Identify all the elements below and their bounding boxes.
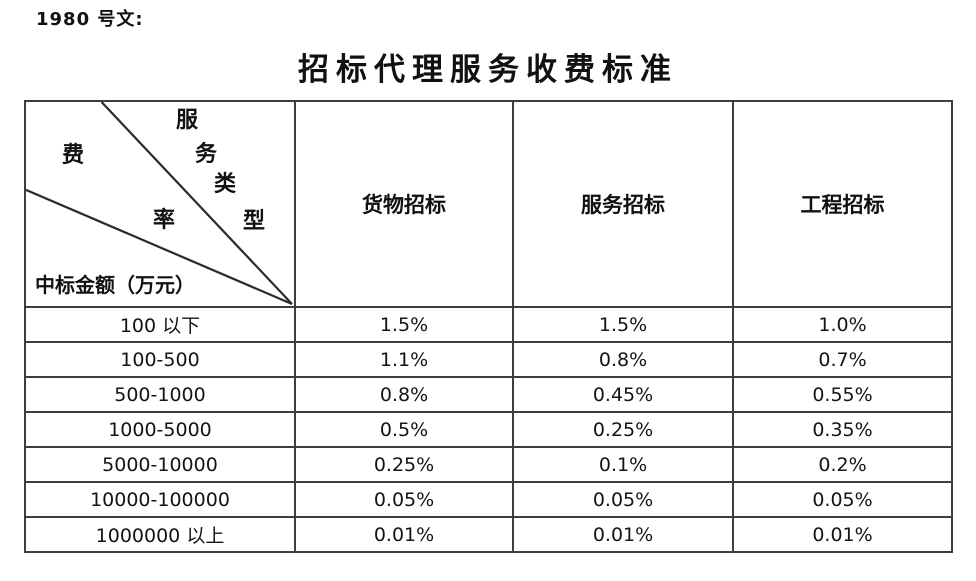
column-header-goods: 货物招标	[294, 100, 514, 308]
corner-service-type-char-1: 服	[176, 107, 199, 133]
table-row: 10000-100000 0.05% 0.05% 0.05%	[24, 481, 953, 518]
fee-value-cell: 0.25%	[294, 446, 514, 483]
fee-value-cell: 0.01%	[732, 516, 953, 553]
row-amount-cell: 100 以下	[24, 306, 296, 343]
fee-value-cell: 0.35%	[732, 411, 953, 448]
corner-amount-axis-label: 中标金额（万元）	[35, 273, 195, 297]
page-title: 招标代理服务收费标准	[298, 52, 678, 88]
fee-value-cell: 0.2%	[732, 446, 953, 483]
diagonal-line-lower	[27, 189, 293, 305]
diagonal-line-upper	[100, 103, 293, 305]
corner-service-type-char-4: 型	[243, 208, 266, 234]
column-header-engineering: 工程招标	[732, 100, 953, 308]
table-row: 100 以下 1.5% 1.5% 1.0%	[24, 306, 953, 343]
fee-value-cell: 0.45%	[512, 376, 734, 413]
row-amount-cell: 5000-10000	[24, 446, 296, 483]
table-row: 500-1000 0.8% 0.45% 0.55%	[24, 376, 953, 413]
table-header-row: 费 率 服 务 类 型 中标金额（万元） 货物招标 服务招标 工程招标	[24, 100, 953, 308]
fee-value-cell: 1.5%	[294, 306, 514, 343]
fee-value-cell: 1.0%	[732, 306, 953, 343]
fee-value-cell: 0.8%	[512, 341, 734, 378]
row-amount-cell: 500-1000	[24, 376, 296, 413]
fee-value-cell: 0.01%	[512, 516, 734, 553]
table-row: 1000-5000 0.5% 0.25% 0.35%	[24, 411, 953, 448]
fee-value-cell: 0.5%	[294, 411, 514, 448]
fee-value-cell: 0.05%	[732, 481, 953, 518]
fee-value-cell: 0.25%	[512, 411, 734, 448]
fee-value-cell: 0.55%	[732, 376, 953, 413]
corner-service-type-char-2: 务	[195, 141, 218, 167]
row-amount-cell: 10000-100000	[24, 481, 296, 518]
fee-value-cell: 1.1%	[294, 341, 514, 378]
fee-table: 费 率 服 务 类 型 中标金额（万元） 货物招标 服务招标 工程招标 100 …	[24, 100, 953, 553]
table-corner-cell: 费 率 服 务 类 型 中标金额（万元）	[24, 100, 296, 308]
corner-diagonal-lines	[27, 103, 293, 305]
fee-value-cell: 1.5%	[512, 306, 734, 343]
fee-value-cell: 0.05%	[512, 481, 734, 518]
row-amount-cell: 1000000 以上	[24, 516, 296, 553]
corner-service-type-char-3: 类	[214, 171, 237, 197]
fee-value-cell: 0.1%	[512, 446, 734, 483]
row-amount-cell: 1000-5000	[24, 411, 296, 448]
fee-value-cell: 0.7%	[732, 341, 953, 378]
table-row: 5000-10000 0.25% 0.1% 0.2%	[24, 446, 953, 483]
column-header-service: 服务招标	[512, 100, 734, 308]
fee-value-cell: 0.8%	[294, 376, 514, 413]
table-row: 1000000 以上 0.01% 0.01% 0.01%	[24, 516, 953, 553]
row-amount-cell: 100-500	[24, 341, 296, 378]
corner-fee-char-1: 费	[62, 142, 85, 168]
fee-value-cell: 0.05%	[294, 481, 514, 518]
doc-ref-label: 1980 号文:	[36, 9, 144, 30]
corner-fee-char-2: 率	[153, 207, 176, 233]
fee-value-cell: 0.01%	[294, 516, 514, 553]
table-row: 100-500 1.1% 0.8% 0.7%	[24, 341, 953, 378]
